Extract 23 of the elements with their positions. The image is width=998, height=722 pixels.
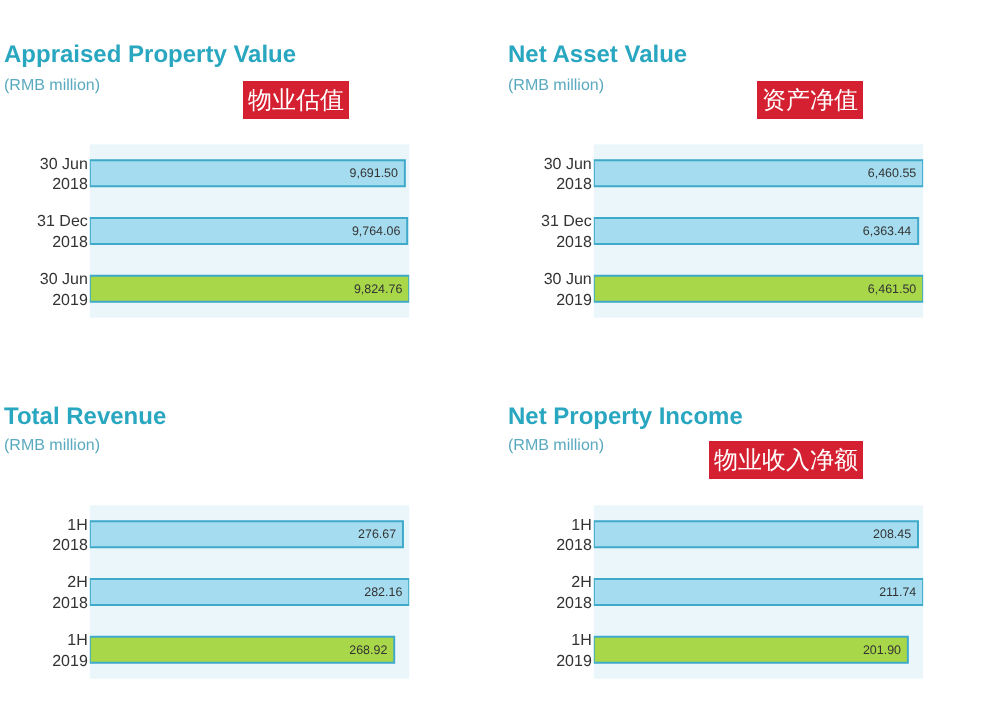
y-tick-label: 30 Jun 2019: [543, 270, 593, 309]
y-tick-label: 31 Dec 2018: [541, 212, 593, 252]
y-tick-label: 2H 2018: [52, 573, 89, 613]
y-tick-label: 30 Jun 2018: [39, 154, 89, 194]
chart-subtitle: (RMB million): [4, 76, 101, 94]
text: 物业估值: [248, 86, 344, 114]
y-tick-label: 30 Jun 2019: [39, 270, 89, 309]
chart-title: Net Property Income: [508, 402, 744, 430]
y-tick-label: 1H 2018: [52, 515, 89, 555]
text: 物业收入净额: [714, 446, 858, 474]
y-tick-label: 31 Dec 2018: [37, 212, 89, 252]
chart-subtitle: (RMB million): [508, 76, 605, 94]
chart-subtitle: (RMB million): [4, 436, 101, 454]
chart-title: Total Revenue: [4, 402, 167, 430]
y-tick-label: 30 Jun 2018: [543, 154, 593, 194]
y-tick-label: 2H 2018: [556, 573, 593, 613]
y-tick-label: 1H 2019: [52, 631, 89, 670]
y-tick-label: 1H 2018: [556, 515, 593, 555]
chart-subtitle: (RMB million): [508, 436, 605, 454]
text: 资产净值: [762, 86, 858, 114]
chart-title: Net Asset Value: [508, 40, 688, 68]
chart-title: Appraised Property Value: [4, 40, 297, 68]
y-tick-label: 1H 2019: [556, 631, 593, 670]
